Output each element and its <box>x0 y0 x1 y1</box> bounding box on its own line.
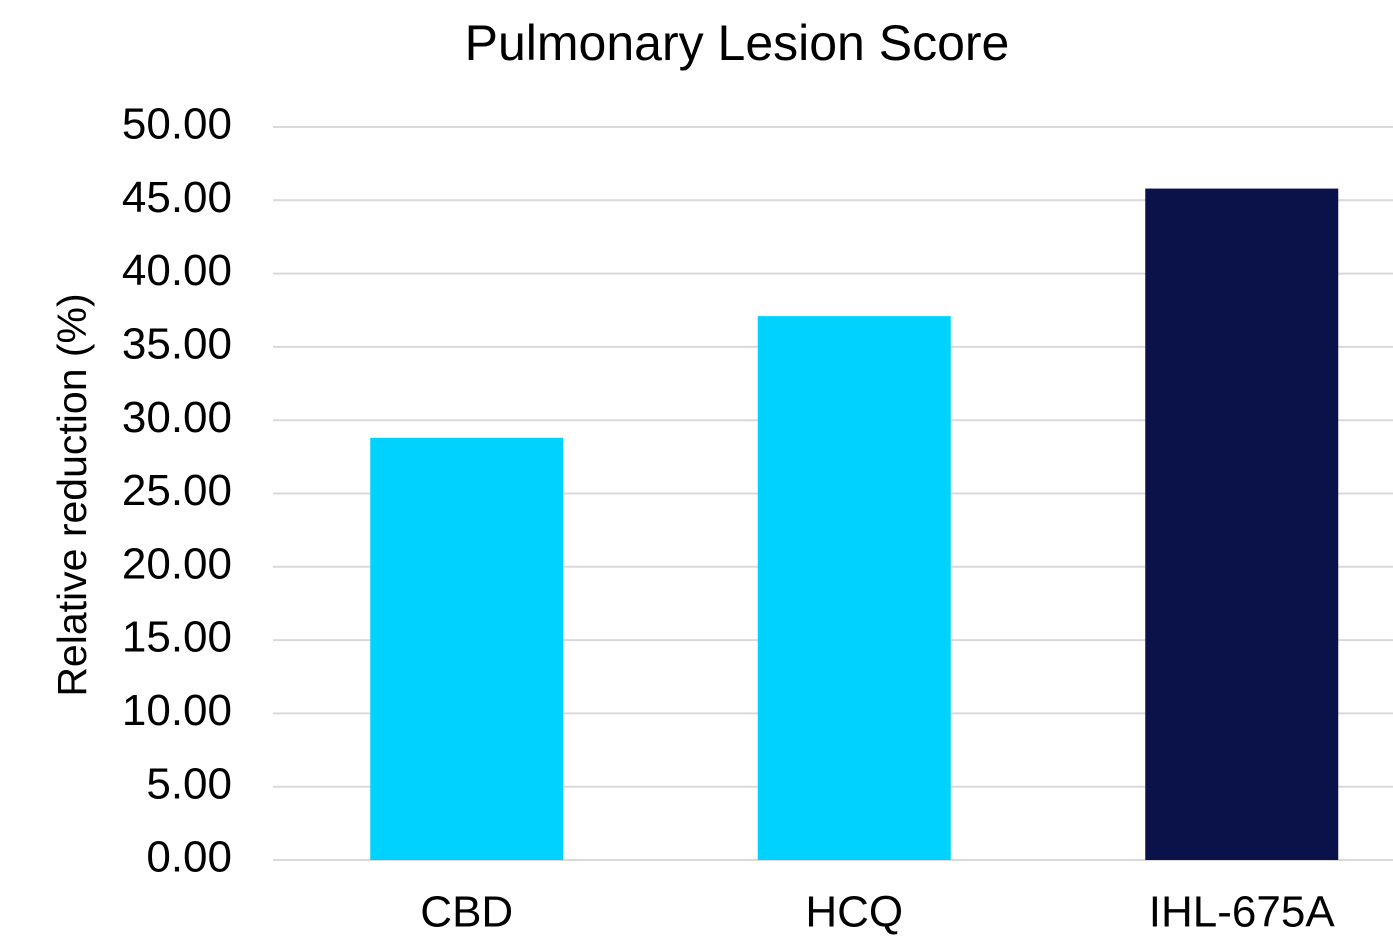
chart-title: Pulmonary Lesion Score <box>465 15 1010 71</box>
y-tick-label: 45.00 <box>122 173 232 222</box>
bar <box>757 316 951 860</box>
y-axis-label: Relative reduction (%) <box>49 293 95 696</box>
y-tick-label: 10.00 <box>122 686 232 735</box>
y-tick-label: 40.00 <box>122 246 232 295</box>
y-tick-label: 15.00 <box>122 613 232 662</box>
bar <box>1145 188 1339 860</box>
y-tick-label: 30.00 <box>122 393 232 442</box>
bar <box>370 437 564 860</box>
y-tick-label: 50.00 <box>122 100 232 149</box>
y-tick-label: 5.00 <box>146 759 232 808</box>
x-tick-label: IHL-675A <box>1149 888 1336 937</box>
x-tick-label: CBD <box>420 888 513 937</box>
y-tick-label: 0.00 <box>146 833 232 882</box>
x-tick-label: HCQ <box>805 888 903 937</box>
y-tick-label: 25.00 <box>122 466 232 515</box>
y-tick-label: 20.00 <box>122 539 232 588</box>
y-tick-label: 35.00 <box>122 320 232 369</box>
